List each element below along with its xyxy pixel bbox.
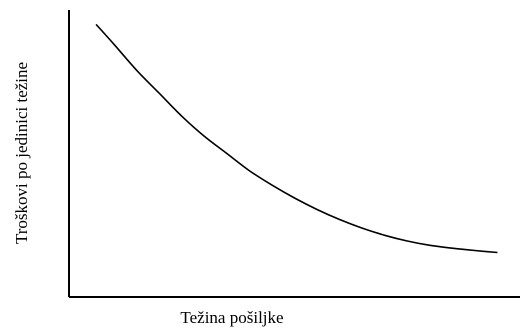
plot-area: [95, 23, 498, 254]
y-axis-label: Troškovi po jedinici težine: [12, 62, 31, 244]
series-line-0: [95, 23, 498, 254]
x-axis-label: Težina pošiljke: [180, 308, 283, 327]
